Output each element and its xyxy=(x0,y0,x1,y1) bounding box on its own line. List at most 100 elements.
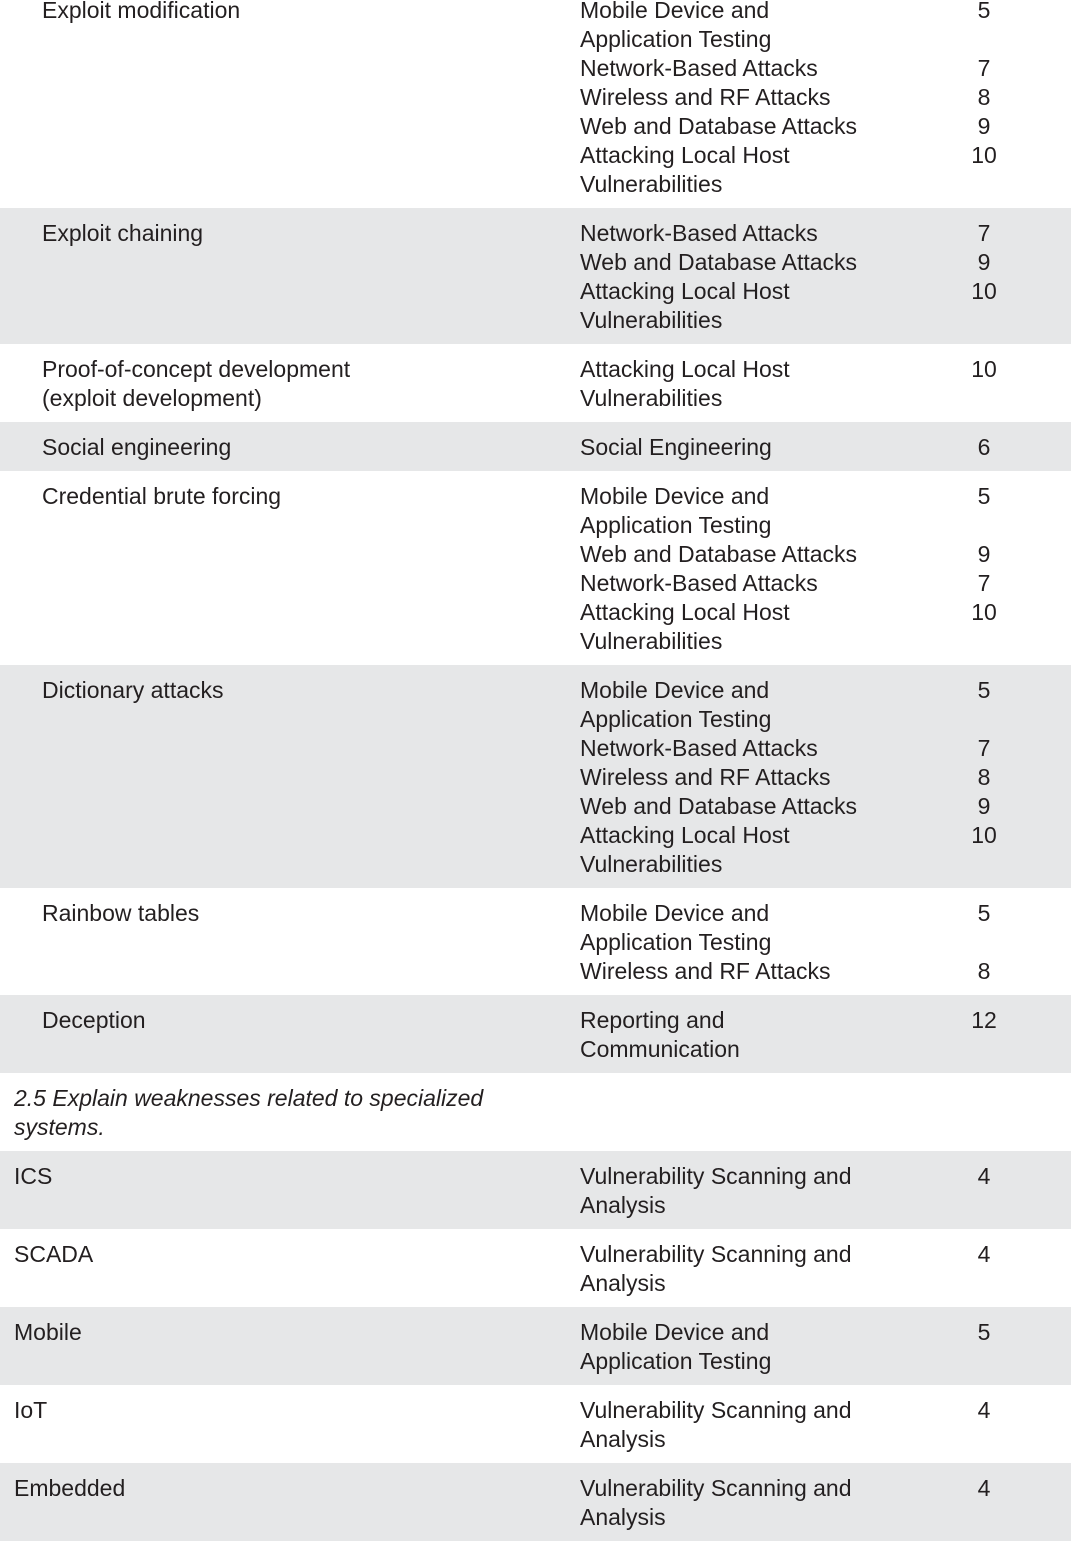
chapter-entry: Mobile Device and Application Testing 5 xyxy=(580,482,1071,540)
chapter-list: Mobile Device and Application Testing 5 We… xyxy=(580,482,1071,656)
label-cell: Rainbow tables xyxy=(0,899,580,986)
chapter-list: Vulnerability Scanning and Analysis 4 xyxy=(580,1474,1071,1532)
table-row: Proof-of-concept development (exploit de… xyxy=(0,344,1071,422)
chapter-title: Social Engineering xyxy=(580,434,772,460)
chapter-entry: Mobile Device and Application Testing 5 xyxy=(580,1318,1071,1376)
table-row: Embedded Vulnerability Scanning and Analy… xyxy=(0,1463,1071,1541)
chapter-entry: Web and Database Attacks 9 xyxy=(580,540,1071,569)
chapter-list: Mobile Device and Application Testing 5 Ne… xyxy=(580,676,1071,879)
chapter-title: Vulnerability Scanning and Analysis xyxy=(580,1241,852,1296)
chapter-entry: Vulnerability Scanning and Analysis 4 xyxy=(580,1396,1071,1454)
chapter-number: 6 xyxy=(977,434,991,460)
objective: Exploit chaining xyxy=(42,220,204,246)
chapter-cell: Network-Based Attacks xyxy=(580,54,954,83)
chapter-entry: Social Engineering 6 xyxy=(580,433,1071,462)
chapter-entry: Vulnerability Scanning and Analysis 4 xyxy=(580,1474,1071,1532)
chapter-title: Wireless and RF Attacks xyxy=(580,958,831,984)
chapter-title: Network-Based Attacks xyxy=(580,570,818,596)
chapter-cell: Wireless and RF Attacks xyxy=(580,763,954,792)
chapter-title: Network-Based Attacks xyxy=(580,735,818,761)
chapter-title: Attacking Local Host Vulnerabilities xyxy=(580,278,790,333)
chapter-number: 12 xyxy=(971,1007,997,1033)
chapter-number: 9 xyxy=(977,113,991,139)
chapter-cell: Attacking Local Host Vulnerabilities xyxy=(580,821,954,879)
chapter-title: Wireless and RF Attacks xyxy=(580,764,831,790)
chapter-cell: Mobile Device and Application Testing xyxy=(580,676,954,734)
chapter-title: Mobile Device and Application Testing xyxy=(580,1319,772,1374)
label-cell: Dictionary attacks xyxy=(0,676,580,879)
objective: Proof-of-concept development (exploit de… xyxy=(42,356,351,411)
chapter-cell: Wireless and RF Attacks xyxy=(580,83,954,112)
objective: Deception xyxy=(42,1007,146,1033)
chapter-entry: Wireless and RF Attacks 8 xyxy=(580,763,1071,792)
chapter-entry: Attacking Local Host Vulnerabilities 10 xyxy=(580,141,1071,199)
table-row: Social engineering Social Engineering 6 xyxy=(0,422,1071,471)
section-heading: 2.5 Explain weaknesses related to specia… xyxy=(0,1073,1071,1151)
label-cell: Proof-of-concept development (exploit de… xyxy=(0,355,580,413)
chapter-entry: Attacking Local Host Vulnerabilities 10 xyxy=(580,277,1071,335)
chapter-cell: Reporting and Communication xyxy=(580,1006,954,1064)
chapter-number: 9 xyxy=(977,541,991,567)
chapter-entry: Attacking Local Host Vulnerabilities 10 xyxy=(580,821,1071,879)
chapter-entry: Attacking Local Host Vulnerabilities 10 xyxy=(580,355,1071,413)
label-cell: Exploit chaining xyxy=(0,219,580,335)
chapter-entry: Vulnerability Scanning and Analysis 4 xyxy=(580,1162,1071,1220)
chapter-number: 4 xyxy=(977,1397,991,1423)
chapter-entry: Web and Database Attacks 9 xyxy=(580,112,1071,141)
chapter-number: 7 xyxy=(977,735,991,761)
chapter-number: 5 xyxy=(977,0,991,23)
chapter-entry: Web and Database Attacks 9 xyxy=(580,792,1071,821)
objective: SCADA xyxy=(14,1241,94,1267)
chapter-list: Vulnerability Scanning and Analysis 4 xyxy=(580,1396,1071,1454)
table-row: Deception Reporting and Communication 12 xyxy=(0,995,1071,1073)
chapter-number: 8 xyxy=(977,764,991,790)
chapter-number: 10 xyxy=(971,356,997,382)
chapter-title: Vulnerability Scanning and Analysis xyxy=(580,1397,852,1452)
chapter-list: Vulnerability Scanning and Analysis 4 xyxy=(580,1162,1071,1220)
chapter-list: Attacking Local Host Vulnerabilities 10 xyxy=(580,355,1071,413)
objective: Dictionary attacks xyxy=(42,677,224,703)
label-cell: Mobile xyxy=(0,1318,580,1376)
label-cell: Credential brute forcing xyxy=(0,482,580,656)
chapter-number: 8 xyxy=(977,84,991,110)
chapter-entry: Attacking Local Host Vulnerabilities 10 xyxy=(580,598,1071,656)
chapter-title: Attacking Local Host Vulnerabilities xyxy=(580,142,790,197)
chapter-cell: Wireless and RF Attacks xyxy=(580,957,954,986)
chapter-title: Web and Database Attacks xyxy=(580,113,858,139)
label-cell: Social engineering xyxy=(0,433,580,462)
chapter-title: Vulnerability Scanning and Analysis xyxy=(580,1163,852,1218)
chapter-cell: Attacking Local Host Vulnerabilities xyxy=(580,355,954,413)
chapter-entry: Web and Database Attacks 9 xyxy=(580,248,1071,277)
chapter-title: Reporting and Communication xyxy=(580,1007,740,1062)
chapter-number: 10 xyxy=(971,599,997,625)
chapter-list: Network-Based Attacks 7 Web and Database A… xyxy=(580,219,1071,335)
table-row: Mobile Mobile Device and Application Test… xyxy=(0,1307,1071,1385)
chapter-number: 4 xyxy=(977,1241,991,1267)
chapter-title: Web and Database Attacks xyxy=(580,793,858,819)
label-cell: Deception xyxy=(0,1006,580,1064)
chapter-title: Web and Database Attacks xyxy=(580,249,858,275)
chapter-entry: Mobile Device and Application Testing 5 xyxy=(580,676,1071,734)
chapter-entry: Network-Based Attacks 7 xyxy=(580,734,1071,763)
objective: Credential brute forcing xyxy=(42,483,282,509)
chapter-entry: Vulnerability Scanning and Analysis 4 xyxy=(580,1240,1071,1298)
chapter-title: Wireless and RF Attacks xyxy=(580,84,831,110)
chapter-cell: Vulnerability Scanning and Analysis xyxy=(580,1396,954,1454)
table-row: ICS Vulnerability Scanning and Analysis 4 xyxy=(0,1151,1071,1229)
chapter-cell: Mobile Device and Application Testing xyxy=(580,899,954,957)
chapter-cell: Attacking Local Host Vulnerabilities xyxy=(580,277,954,335)
table-row: Rainbow tables Mobile Device and Applicat… xyxy=(0,888,1071,995)
table-row: Exploit chaining Network-Based Attacks 7 We… xyxy=(0,208,1071,344)
chapter-number: 5 xyxy=(977,677,991,703)
chapter-entry: Network-Based Attacks 7 xyxy=(580,569,1071,598)
objective: Exploit modification xyxy=(42,0,241,23)
chapter-list: Vulnerability Scanning and Analysis 4 xyxy=(580,1240,1071,1298)
table-row: Credential brute forcing Mobile Device an… xyxy=(0,471,1071,665)
chapter-cell: Web and Database Attacks xyxy=(580,540,954,569)
chapter-list: Mobile Device and Application Testing 5 Wi… xyxy=(580,899,1071,986)
chapter-title: Web and Database Attacks xyxy=(580,541,858,567)
chapter-title: Mobile Device and Application Testing xyxy=(580,0,772,52)
objective: Rainbow tables xyxy=(42,900,200,926)
chapter-number: 5 xyxy=(977,1319,991,1345)
